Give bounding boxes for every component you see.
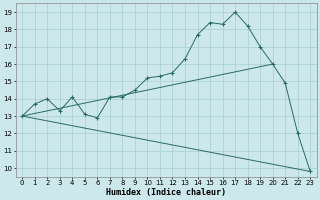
X-axis label: Humidex (Indice chaleur): Humidex (Indice chaleur) (106, 188, 226, 197)
